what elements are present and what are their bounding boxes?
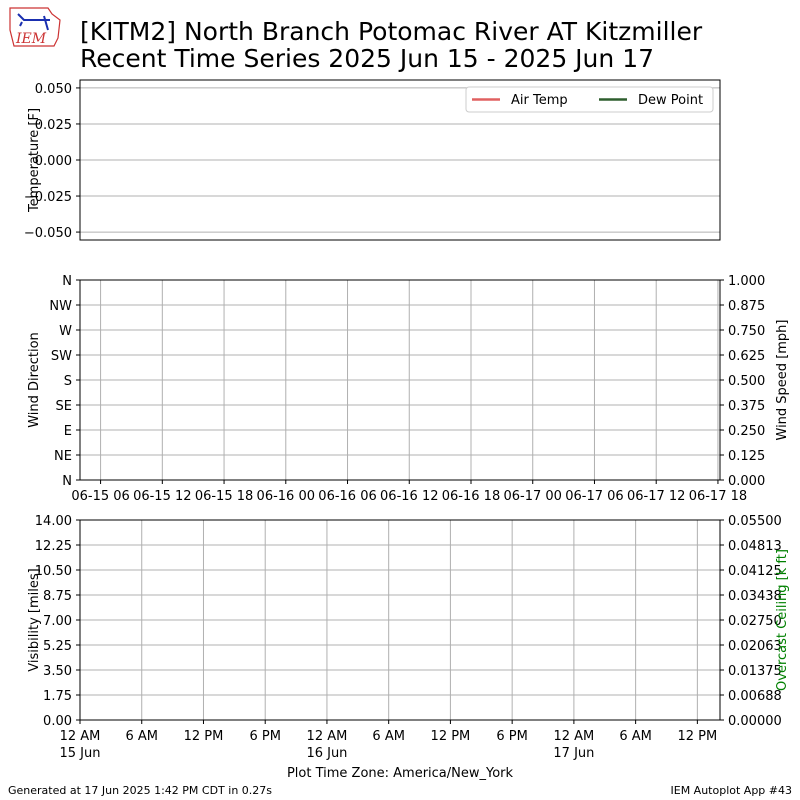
y2-tick-label: 0.875 [728, 299, 765, 314]
x-tick-date: 17 Jun [553, 746, 594, 761]
chart-title: [KITM2] North Branch Potomac River AT Ki… [80, 17, 703, 46]
y-tick-label: N [62, 274, 72, 289]
y2-tick-label: 0.125 [728, 449, 765, 464]
x-tick-label: 06-16 00 [257, 489, 315, 504]
y-tick-label: NE [54, 449, 72, 464]
x-tick-date: 16 Jun [306, 746, 347, 761]
y-tick-label: 7.00 [43, 614, 72, 629]
y2-tick-label: 0.01375 [728, 664, 782, 679]
x-axis-label: Plot Time Zone: America/New_York [287, 766, 514, 781]
x-tick-label: 06-17 18 [689, 489, 747, 504]
y-tick-label: SE [56, 399, 72, 414]
legend: Air Temp Dew Point [465, 86, 714, 113]
y-tick-label: 12.25 [35, 539, 72, 554]
x-tick-label: 06-17 12 [627, 489, 685, 504]
x-tick-label: 6 AM [619, 729, 652, 744]
footer-left: Generated at 17 Jun 2025 1:42 PM CDT in … [8, 784, 272, 797]
y-tick-label: 0.025 [35, 118, 72, 133]
y2-tick-label: 0.000 [728, 474, 765, 489]
y-tick-label: −0.025 [24, 190, 72, 205]
chart-subtitle: Recent Time Series 2025 Jun 15 - 2025 Ju… [80, 44, 654, 73]
x-tick-label: 12 AM [307, 729, 348, 744]
y2-tick-label: 0.625 [728, 349, 765, 364]
x-tick-label: 12 PM [184, 729, 224, 744]
y2-tick-label: 0.02750 [728, 614, 782, 629]
x-tick-label: 12 PM [677, 729, 717, 744]
y-tick-label: 5.25 [43, 639, 72, 654]
y-tick-label: 0.00 [43, 714, 72, 729]
y2-tick-label: 0.375 [728, 399, 765, 414]
legend-label: Dew Point [638, 93, 703, 108]
y2-tick-label: 0.05500 [728, 514, 782, 529]
x-tick-label: 06-15 12 [133, 489, 191, 504]
x-tick-label: 12 AM [60, 729, 101, 744]
y2-tick-label: 0.04125 [728, 564, 782, 579]
y-tick-label: N [62, 474, 72, 489]
x-tick-label: 6 AM [372, 729, 405, 744]
x-tick-date: 15 Jun [60, 746, 101, 761]
y-tick-label: W [59, 324, 72, 339]
x-tick-label: 6 PM [249, 729, 280, 744]
y2-axis-label: Overcast Ceiling [k ft] [775, 549, 790, 691]
y-axis-label: Wind Direction [27, 332, 42, 428]
y-tick-label: 10.50 [35, 564, 72, 579]
x-tick-label: 06-15 06 [71, 489, 129, 504]
y-tick-label: 14.00 [35, 514, 72, 529]
y2-axis-label: Wind Speed [mph] [775, 320, 790, 441]
y2-tick-label: 0.03438 [728, 589, 782, 604]
y-tick-label: 0.000 [35, 154, 72, 169]
x-tick-label: 6 AM [125, 729, 158, 744]
x-tick-label: 12 PM [431, 729, 471, 744]
x-tick-label: 06-16 06 [318, 489, 376, 504]
legend-label: Air Temp [511, 93, 568, 108]
y-tick-label: NW [49, 299, 72, 314]
footer-right: IEM Autoplot App #43 [671, 784, 793, 797]
x-tick-label: 06-17 00 [504, 489, 562, 504]
x-tick-label: 06-16 18 [442, 489, 500, 504]
logo: IEM [9, 7, 61, 47]
x-tick-label: 6 PM [496, 729, 527, 744]
y2-tick-label: 0.02063 [728, 639, 782, 654]
y-axis-label: Temperature [F] [27, 108, 42, 213]
x-tick-label: 06-17 06 [565, 489, 623, 504]
y2-tick-label: 0.00000 [728, 714, 782, 729]
y-tick-label: SW [51, 349, 72, 364]
y2-tick-label: 0.00688 [728, 689, 782, 704]
y-tick-label: 1.75 [43, 689, 72, 704]
x-tick-label: 06-16 12 [380, 489, 438, 504]
y2-tick-label: 0.750 [728, 324, 765, 339]
y-tick-label: 0.050 [35, 82, 72, 97]
y2-tick-label: 0.500 [728, 374, 765, 389]
y-tick-label: −0.050 [24, 226, 72, 241]
y2-tick-label: 1.000 [728, 274, 765, 289]
logo-text: IEM [15, 31, 47, 47]
y2-tick-label: 0.250 [728, 424, 765, 439]
y-tick-label: 3.50 [43, 664, 72, 679]
y2-tick-label: 0.04813 [728, 539, 782, 554]
y-axis-label: Visibility [miles] [27, 568, 42, 671]
y-tick-label: E [64, 424, 72, 439]
x-tick-label: 06-15 18 [195, 489, 253, 504]
y-tick-label: 8.75 [43, 589, 72, 604]
x-tick-label: 12 AM [553, 729, 594, 744]
y-tick-label: S [64, 374, 72, 389]
legend-frame [465, 86, 714, 113]
